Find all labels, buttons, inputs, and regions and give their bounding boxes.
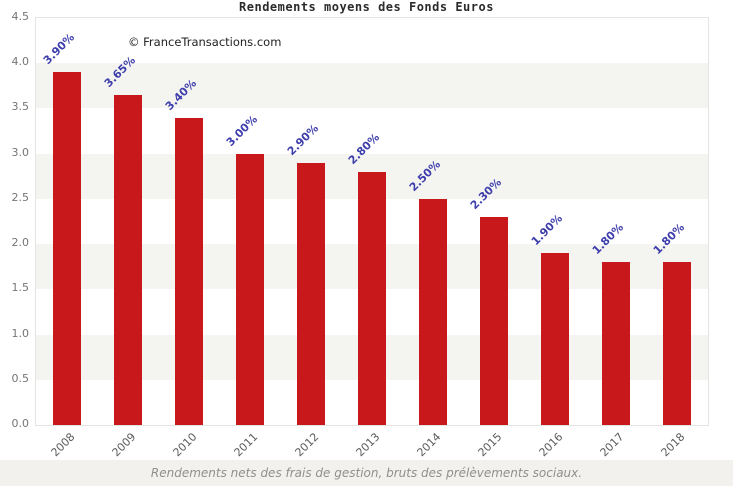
- y-tick-label: 3.0: [11, 145, 30, 159]
- bar-2015: [480, 216, 509, 425]
- grid-band: [36, 18, 708, 64]
- bar-2013: [358, 171, 386, 425]
- x-tick-label-2013: 2013: [353, 430, 383, 460]
- bar-2008: [52, 72, 81, 425]
- bar-2014: [419, 198, 448, 425]
- bar-2010: [174, 117, 203, 425]
- bar-2018: [663, 262, 692, 425]
- watermark-text: © FranceTransactions.com: [128, 35, 282, 49]
- x-tick-label-2016: 2016: [536, 430, 566, 460]
- x-tick-label-2018: 2018: [658, 430, 688, 460]
- bar-2012: [296, 162, 325, 425]
- y-tick-label: 0.0: [11, 417, 30, 430]
- x-tick-label-2011: 2011: [231, 430, 261, 460]
- y-tick-label: 1.5: [11, 281, 30, 295]
- y-tick-label: 2.5: [11, 190, 30, 204]
- y-tick-label: 2.0: [11, 236, 30, 250]
- grid-band: [36, 63, 708, 109]
- x-tick-label-2017: 2017: [597, 430, 627, 460]
- x-tick-label-2014: 2014: [414, 430, 444, 460]
- chart-title: Rendements moyens des Fonds Euros: [239, 0, 494, 14]
- x-tick-label-2012: 2012: [292, 430, 322, 460]
- x-tick-label-2015: 2015: [475, 430, 505, 460]
- bar-2017: [602, 262, 631, 425]
- y-tick-label: 1.0: [11, 326, 30, 340]
- x-tick-label-2010: 2010: [170, 430, 200, 460]
- bar-2016: [541, 253, 570, 425]
- plot-area: © FranceTransactions.com 3.90% 3.65% 3.40%…: [35, 17, 709, 426]
- bar-2009: [113, 94, 142, 425]
- y-tick-label: 0.5: [11, 371, 30, 385]
- y-tick-label: 3.5: [11, 100, 30, 114]
- footer-note: Rendements nets des frais de gestion, br…: [150, 466, 583, 480]
- y-tick-label: 4.0: [11, 55, 30, 69]
- x-tick-label-2009: 2009: [109, 430, 139, 460]
- y-tick-label: 4.5: [11, 10, 30, 23]
- grid-band: [36, 108, 708, 154]
- footer-band: Rendements nets des frais de gestion, br…: [0, 460, 733, 486]
- bar-2011: [235, 153, 264, 425]
- x-tick-label-2008: 2008: [48, 430, 78, 460]
